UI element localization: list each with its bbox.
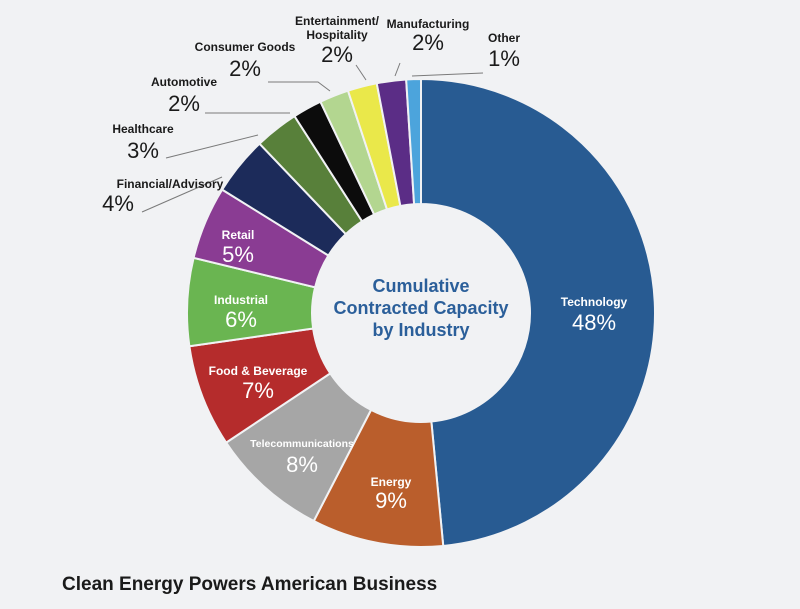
- slice-label-automotive: Automotive: [151, 75, 217, 89]
- leader-line-entertainment-hospitality: [355, 64, 367, 81]
- footer-title: Clean Energy Powers American Business: [62, 574, 438, 595]
- slice-label-food-beverage: Food & Beverage: [209, 364, 308, 378]
- slice-value-food-beverage: 7%: [242, 378, 274, 403]
- slice-label-manufacturing: Manufacturing: [387, 17, 470, 31]
- donut-center: [312, 204, 530, 422]
- slice-value-other: 1%: [488, 46, 520, 71]
- slice-label-financial-advisory: Financial/Advisory: [117, 177, 224, 191]
- leader-line-other: [411, 72, 484, 77]
- slice-value-energy: 9%: [375, 488, 407, 513]
- slice-value-entertainment-hospitality: 2%: [321, 42, 353, 67]
- center-title: Cumulative Contracted Capacity by Industry: [333, 276, 508, 340]
- center-title-line: by Industry: [372, 320, 469, 340]
- slice-value-telecommunications: 8%: [286, 452, 318, 477]
- slice-value-technology: 48%: [572, 310, 616, 335]
- leader-line-manufacturing: [394, 62, 401, 77]
- leader-lines: [141, 62, 484, 213]
- slice-label-telecommunications: Telecommunications: [250, 438, 354, 450]
- slice-value-healthcare: 3%: [127, 138, 159, 163]
- leader-line-financial-advisory: [141, 176, 223, 213]
- leader-line-healthcare: [165, 134, 259, 159]
- slice-label-other: Other: [488, 31, 520, 45]
- donut-slices: [186, 77, 656, 548]
- slice-label-retail: Retail: [222, 228, 255, 242]
- slice-value-retail: 5%: [222, 242, 254, 267]
- slice-label-consumer-goods: Consumer Goods: [195, 40, 296, 54]
- center-title-line: Contracted Capacity: [333, 298, 508, 318]
- slice-value-manufacturing: 2%: [412, 30, 444, 55]
- slice-value-consumer-goods: 2%: [229, 56, 261, 81]
- slice-value-industrial: 6%: [225, 307, 257, 332]
- slice-label-entertainment-hospitality: Entertainment/Hospitality: [295, 14, 380, 42]
- slice-label-industrial: Industrial: [214, 293, 268, 307]
- center-title-line: Cumulative: [372, 276, 469, 296]
- slice-value-automotive: 2%: [168, 91, 200, 116]
- slice-label-energy: Energy: [371, 475, 412, 489]
- slice-label-technology: Technology: [561, 295, 628, 309]
- slice-value-financial-advisory: 4%: [102, 191, 134, 216]
- slice-label-healthcare: Healthcare: [112, 122, 174, 136]
- leader-line-consumer-goods: [268, 81, 331, 92]
